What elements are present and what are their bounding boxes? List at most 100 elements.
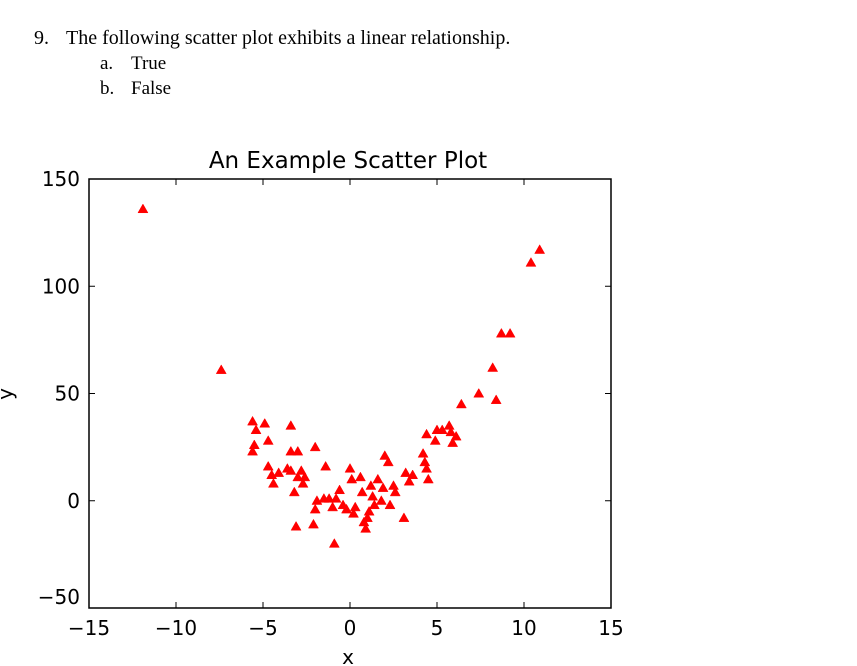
option-b[interactable]: b. False [100, 76, 510, 101]
scatter-point [292, 445, 304, 456]
scatter-point [355, 471, 366, 482]
chart-title: An Example Scatter Plot [209, 148, 487, 174]
scatter-point [429, 435, 441, 445]
option-a-letter: a. [100, 53, 114, 74]
scatter-point [341, 503, 352, 514]
question-stem: 9. The following scatter plot exhibits a… [34, 26, 510, 51]
scatter-point [382, 456, 394, 467]
scatter-point [400, 467, 412, 477]
scatter-point [534, 244, 546, 254]
scatter-point [403, 475, 415, 486]
x-tick-label: −5 [248, 616, 277, 640]
scatter-point [247, 415, 258, 426]
scatter-point [268, 478, 279, 488]
scatter-point [419, 456, 431, 467]
scatter-point [292, 471, 304, 482]
option-a[interactable]: a. True [100, 51, 510, 76]
scatter-point [308, 518, 319, 529]
scatter-point [525, 257, 537, 267]
scatter-point [349, 501, 361, 512]
scatter-point [250, 424, 262, 434]
scatter-point [407, 469, 419, 480]
scatter-point [273, 467, 285, 477]
scatter-point [320, 460, 332, 471]
scatter-point [372, 473, 384, 484]
scatter-point [377, 482, 389, 492]
scatter-point [379, 450, 391, 460]
question-number: 9. [34, 27, 49, 49]
question-text: The following scatter plot exhibits a li… [66, 27, 511, 49]
scatter-point [447, 437, 459, 447]
scatter-point [290, 520, 302, 531]
scatter-point [363, 505, 375, 516]
option-b-text: False [131, 78, 172, 99]
scatter-point [262, 435, 274, 445]
scatter-point [328, 538, 340, 548]
y-axis-ticks: −50 0 50 100 150 [38, 167, 611, 609]
x-tick-label: 15 [598, 616, 623, 640]
y-tick-label: 150 [42, 167, 80, 191]
scatter-point [348, 508, 359, 518]
scatter-point [334, 484, 345, 495]
y-tick-label: 0 [67, 489, 80, 513]
scatter-point [259, 418, 271, 428]
y-tick-label: 100 [42, 274, 80, 298]
x-tick-label: 5 [431, 616, 444, 640]
scatter-point [360, 523, 372, 533]
scatter-point [421, 463, 432, 473]
y-tick-label: 50 [55, 382, 80, 406]
scatter-point [344, 463, 356, 473]
scatter-point [285, 465, 297, 475]
x-tick-label: 0 [344, 616, 357, 640]
y-tick-label: −50 [38, 585, 80, 609]
scatter-point [285, 445, 297, 456]
scatter-point [495, 327, 507, 338]
scatter-point [398, 512, 410, 522]
x-tick-label: −15 [68, 616, 110, 640]
option-b-letter: b. [100, 78, 115, 99]
scatter-point [421, 428, 432, 439]
scatter-point [327, 501, 339, 512]
x-axis-label: x [342, 645, 354, 666]
scatter-point [455, 398, 467, 409]
scatter-point [384, 499, 396, 510]
scatter-point [248, 439, 260, 449]
scatter-point [367, 490, 379, 501]
data-points [137, 203, 546, 548]
scatter-point [299, 471, 311, 482]
scatter-point [346, 473, 358, 484]
scatter-point [215, 364, 227, 374]
scatter-point [295, 465, 307, 475]
scatter-point [389, 486, 401, 497]
x-tick-label: −10 [155, 616, 197, 640]
scatter-point [422, 473, 434, 484]
scatter-point [323, 493, 335, 503]
scatter-point [356, 486, 368, 497]
scatter-point [504, 327, 516, 338]
scatter-point [487, 362, 499, 372]
plot-area-frame [88, 178, 612, 609]
scatter-point [262, 460, 274, 471]
scatter-point [473, 387, 485, 398]
scatter-point [450, 430, 462, 441]
answer-options: a. True b. False [100, 51, 510, 101]
scatter-point [417, 448, 429, 458]
scatter-point [365, 480, 377, 490]
scatter-point [443, 420, 455, 430]
x-axis-ticks: −15 −10 −5 0 5 10 15 [68, 179, 624, 640]
scatter-point [137, 203, 149, 214]
scatter-point [309, 503, 321, 514]
scatter-point [297, 478, 309, 488]
scatter-point [330, 493, 342, 503]
scatter-point [247, 445, 258, 456]
scatter-point [361, 512, 373, 522]
scatter-point [288, 486, 300, 497]
x-tick-label: 10 [511, 616, 536, 640]
option-a-text: True [131, 53, 167, 74]
question-block: 9. The following scatter plot exhibits a… [34, 26, 510, 101]
y-axis-label: y [0, 388, 17, 400]
scatter-point [309, 441, 321, 452]
scatter-point [388, 480, 399, 490]
scatter-point [375, 495, 387, 505]
